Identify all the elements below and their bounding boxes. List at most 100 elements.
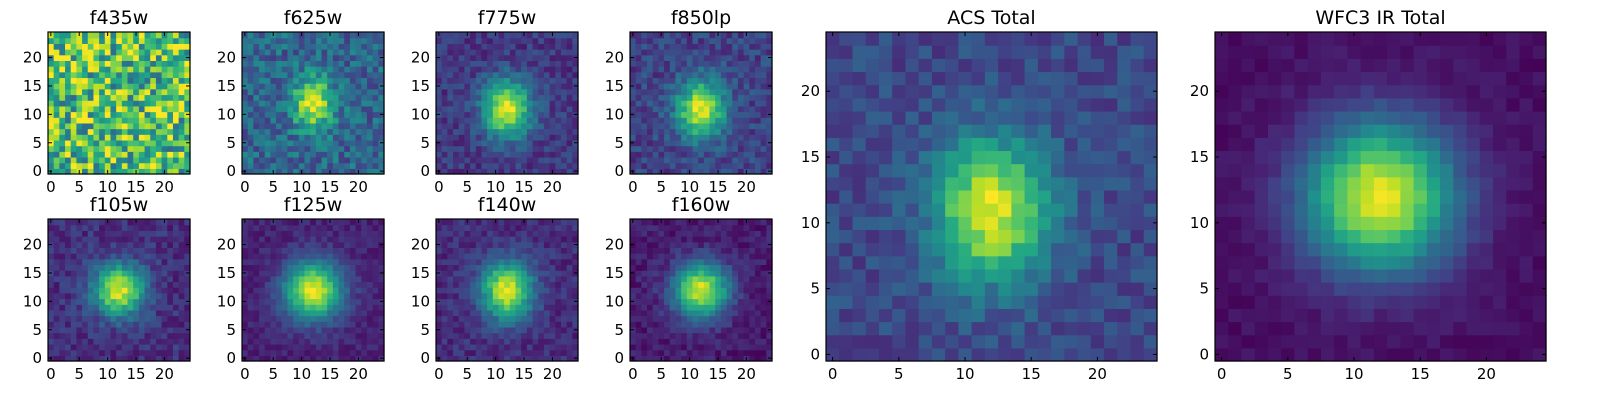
heatmap-cell [481, 287, 488, 294]
heatmap-cell [504, 258, 511, 266]
heatmap-cell [492, 43, 500, 50]
heatmap-cell [715, 49, 722, 56]
heatmap-cell [464, 343, 471, 351]
heatmap-cell [566, 122, 573, 130]
heatmap-cell [521, 264, 528, 271]
heatmap-cell [344, 105, 351, 113]
heatmap-cell [492, 270, 500, 277]
heatmap-cell [470, 168, 477, 175]
heatmap-cell [378, 236, 385, 243]
heatmap-cell [458, 94, 465, 101]
heatmap-cell [635, 145, 642, 152]
heatmap-cell [555, 264, 562, 271]
heatmap-cell [253, 128, 260, 135]
heatmap-cell [630, 162, 637, 169]
heatmap-cell [441, 264, 448, 271]
heatmap-cell [726, 287, 733, 294]
heatmap-cell [754, 349, 762, 356]
heatmap-cell [155, 298, 163, 305]
heatmap-cell [509, 156, 517, 164]
heatmap-cell [65, 281, 72, 288]
heatmap-cell [287, 94, 294, 101]
heatmap-cell [566, 332, 573, 339]
heatmap-cell [59, 349, 66, 356]
heatmap-cell [703, 139, 711, 147]
heatmap-cell [453, 128, 460, 135]
heatmap-cell [121, 100, 129, 107]
heatmap-cell [355, 66, 362, 73]
heatmap-cell [675, 94, 682, 101]
heatmap-cell [498, 128, 505, 135]
heatmap-cell [310, 287, 317, 294]
heatmap-cell [658, 145, 665, 152]
heatmap-cell [526, 88, 534, 96]
heatmap-cell [53, 281, 60, 288]
heatmap-cell [99, 258, 106, 266]
heatmap-cell [470, 111, 477, 118]
heatmap-cell [732, 298, 739, 305]
heatmap-cell [641, 117, 648, 124]
heatmap-cell [150, 151, 157, 158]
heatmap-cell [703, 287, 711, 294]
heatmap-cell [138, 315, 146, 322]
heatmap-cell [726, 168, 733, 175]
x-tick-label: 5 [268, 365, 278, 383]
heatmap-cell [652, 145, 659, 152]
heatmap-cell [133, 94, 140, 101]
heatmap-cell [698, 32, 705, 39]
heatmap-cell [641, 94, 648, 101]
heatmap-cell [647, 43, 654, 50]
heatmap-cell [53, 355, 60, 362]
heatmap-cell [82, 292, 89, 300]
heatmap-cell [184, 151, 191, 158]
heatmap-cell [766, 315, 773, 322]
heatmap-cell [498, 122, 505, 130]
x-tick-label: 0 [240, 365, 250, 383]
heatmap-cell [555, 258, 562, 266]
heatmap-cell [184, 219, 191, 226]
heatmap-cell [161, 60, 168, 67]
heatmap-cell [253, 60, 260, 67]
heatmap-cell [698, 304, 705, 311]
heatmap-cell [543, 94, 551, 101]
heatmap-cell [732, 162, 739, 169]
heatmap-cell [321, 151, 328, 158]
heatmap-cell [566, 156, 573, 164]
heatmap-cell [48, 71, 55, 79]
heatmap-cell [453, 355, 460, 362]
heatmap-cell [293, 219, 300, 226]
heatmap-cell [99, 139, 106, 147]
heatmap-cell [698, 111, 705, 118]
heatmap-cell [287, 224, 294, 231]
heatmap-cell [121, 292, 129, 300]
heatmap-cell [150, 236, 157, 243]
heatmap-cell [675, 77, 682, 84]
heatmap-cell [749, 321, 756, 328]
heatmap-cell [760, 54, 767, 61]
heatmap-cell [264, 338, 271, 345]
x-tick-label: 5 [656, 178, 666, 196]
heatmap-cell [59, 105, 66, 113]
heatmap-cell [487, 241, 494, 248]
heatmap-cell [760, 287, 767, 294]
heatmap-cell [686, 43, 694, 50]
heatmap-cell [481, 236, 488, 243]
heatmap-cell [87, 88, 95, 96]
heatmap-cell [470, 349, 477, 356]
heatmap-cell [167, 309, 174, 317]
heatmap-cell [184, 349, 191, 356]
heatmap-cell [372, 66, 379, 73]
heatmap-cell [504, 134, 511, 141]
heatmap-cell [498, 241, 505, 248]
heatmap-cell [259, 253, 266, 260]
heatmap-cell [327, 315, 334, 322]
heatmap-cell [144, 321, 151, 328]
heatmap-cell [247, 145, 254, 152]
heatmap-cell [253, 332, 260, 339]
heatmap-cell [93, 338, 100, 345]
heatmap-cell [458, 168, 465, 175]
heatmap-cell [475, 117, 483, 124]
heatmap-cell [692, 332, 699, 339]
heatmap-cell [270, 292, 277, 300]
heatmap-cell [675, 326, 682, 334]
